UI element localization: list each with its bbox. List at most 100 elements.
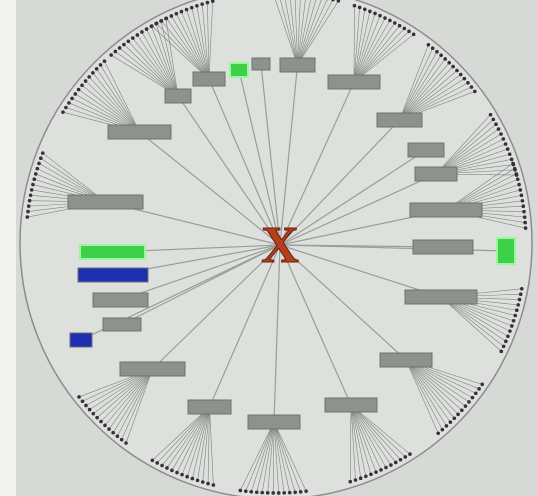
leaf-edge: [151, 25, 210, 80]
root-node[interactable]: X: [261, 217, 300, 275]
leaf-node: [357, 5, 362, 10]
leaf-node: [496, 127, 501, 131]
leaf-edge: [100, 64, 140, 133]
leaf-node: [452, 416, 457, 421]
edge: [177, 95, 281, 246]
node[interactable]: [247, 414, 301, 430]
node[interactable]: [407, 142, 445, 158]
leaf-edge: [353, 9, 366, 83]
leaf-edge: [435, 123, 497, 175]
highlighted-node[interactable]: [79, 244, 146, 260]
leaf-node: [519, 287, 524, 291]
node[interactable]: [67, 194, 144, 210]
leaf-edge: [350, 404, 387, 468]
leaf-edge: [297, 0, 334, 66]
leaf-node: [70, 96, 74, 101]
leaf-node: [200, 2, 204, 6]
leaf-node: [243, 489, 248, 493]
leaf-edge: [151, 26, 179, 97]
leaf-node: [282, 491, 287, 495]
leaf-node: [200, 480, 205, 484]
node[interactable]: [92, 292, 149, 308]
node[interactable]: [107, 124, 172, 140]
node[interactable]: [379, 352, 433, 368]
leaf-edge: [405, 359, 443, 430]
leaf-edge: [245, 421, 275, 492]
leaf-node: [403, 455, 408, 459]
leaf-edge: [161, 406, 210, 466]
leaf-node: [265, 491, 270, 495]
leaf-node: [238, 488, 243, 493]
node[interactable]: [279, 57, 316, 73]
leaf-edge: [156, 23, 210, 80]
leaf-node: [364, 474, 368, 479]
leaf-node: [383, 16, 387, 20]
node[interactable]: [409, 202, 483, 218]
leaf-node: [184, 7, 189, 12]
leaf-node: [518, 292, 523, 297]
leaf-node: [477, 387, 481, 391]
selected-node[interactable]: [69, 332, 93, 348]
node[interactable]: [327, 74, 381, 90]
leaf-node: [91, 71, 95, 75]
leaf-edge: [350, 404, 401, 460]
leaf-node: [463, 404, 468, 408]
leaf-node: [436, 431, 440, 436]
leaf-node: [388, 18, 392, 23]
leaf-node: [499, 132, 503, 136]
leaf-edge: [141, 31, 179, 97]
leaf-node: [407, 29, 411, 34]
leaf-node: [439, 53, 443, 58]
edge: [139, 131, 281, 246]
leaf-edge: [297, 0, 317, 66]
leaf-node: [466, 81, 470, 85]
leaf-edge: [273, 421, 296, 493]
left-border: [0, 0, 16, 496]
leaf-edge: [112, 368, 153, 433]
leaf-edge: [405, 359, 451, 423]
leaf-node: [460, 408, 464, 413]
leaf-node: [444, 424, 449, 428]
leaf-edge: [176, 406, 210, 473]
node[interactable]: [412, 239, 474, 255]
leaf-node: [113, 49, 118, 54]
leaf-node: [159, 19, 163, 23]
leaf-edge: [405, 359, 447, 427]
leaf-node: [149, 24, 154, 29]
leaf-edge: [297, 0, 339, 66]
node[interactable]: [164, 88, 192, 104]
node[interactable]: [187, 399, 232, 415]
node[interactable]: [404, 289, 478, 305]
leaf-node: [408, 452, 412, 456]
node[interactable]: [102, 317, 142, 332]
leaf-node: [451, 64, 455, 69]
leaf-edge: [399, 55, 442, 121]
leaf-node: [165, 466, 169, 470]
leaf-edge: [399, 74, 461, 121]
leaf-node: [508, 329, 512, 333]
edge: [279, 119, 400, 246]
node[interactable]: [414, 166, 458, 182]
node[interactable]: [192, 71, 226, 87]
leaf-node: [392, 21, 397, 25]
highlighted-node[interactable]: [229, 62, 249, 78]
leaf-edge: [152, 406, 210, 461]
leaf-node: [368, 9, 372, 14]
leaf-node: [124, 441, 128, 445]
leaf-node: [518, 188, 523, 192]
leaf-edge: [132, 37, 179, 97]
node[interactable]: [324, 397, 378, 413]
leaf-edge: [191, 7, 210, 80]
leaf-node: [522, 209, 526, 214]
leaf-edge: [353, 28, 405, 83]
leaf-edge: [100, 368, 153, 422]
highlighted-node[interactable]: [496, 237, 516, 265]
selected-node[interactable]: [77, 267, 149, 283]
leaf-node: [379, 468, 383, 472]
leaf-node: [501, 137, 506, 141]
node[interactable]: [251, 57, 271, 71]
node[interactable]: [376, 112, 423, 128]
leaf-edge: [350, 404, 406, 458]
leaf-edge: [272, 421, 275, 493]
node[interactable]: [119, 361, 186, 377]
